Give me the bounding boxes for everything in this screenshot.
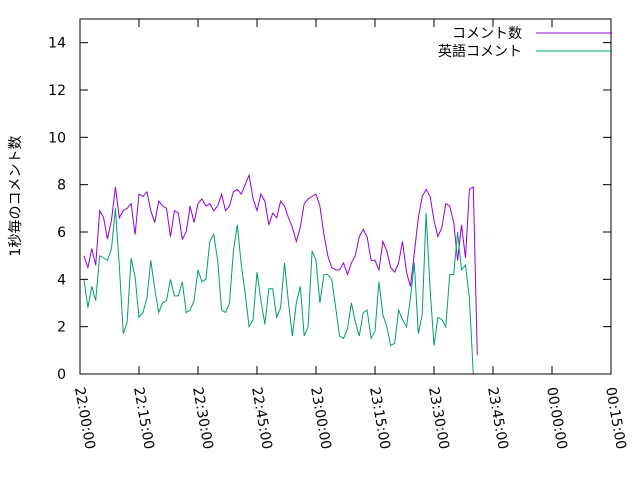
series-layer [83,173,478,375]
series-line-2 [83,208,474,375]
y-axis: 0 2 4 6 8 10 12 14 [48,36,611,383]
x-tick-label: 22:45:00 [248,386,275,451]
x-tick-label: 23:30:00 [425,386,452,451]
x-tick-label: 22:15:00 [130,386,157,451]
legend-label: コメント数 [452,26,522,42]
plot-frame [79,18,612,375]
x-tick-label: 23:45:00 [484,386,511,451]
series-line-1 [83,173,478,356]
x-tick-label: 00:15:00 [602,386,629,451]
y-tick-label: 0 [57,367,66,383]
x-axis: 22:00:00 22:15:00 22:30:00 22:45:00 23:00:00… [71,19,629,451]
y-tick-label: 6 [57,225,66,241]
x-tick-label: 22:30:00 [189,386,216,451]
x-tick-label: 23:15:00 [366,386,393,451]
x-tick-label: 22:00:00 [71,386,98,451]
y-tick-label: 8 [57,178,66,194]
y-tick-label: 10 [48,130,66,146]
x-tick-label: 23:00:00 [307,386,334,451]
y-axis-label: 1秒毎のコメント数 [8,136,24,257]
y-tick-label: 4 [57,272,66,288]
legend-label: 英語コメント [438,43,522,60]
x-tick-label: 00:00:00 [543,386,570,451]
y-tick-label: 2 [57,320,66,336]
y-tick-label: 12 [48,83,66,99]
y-tick-label: 14 [48,36,66,52]
